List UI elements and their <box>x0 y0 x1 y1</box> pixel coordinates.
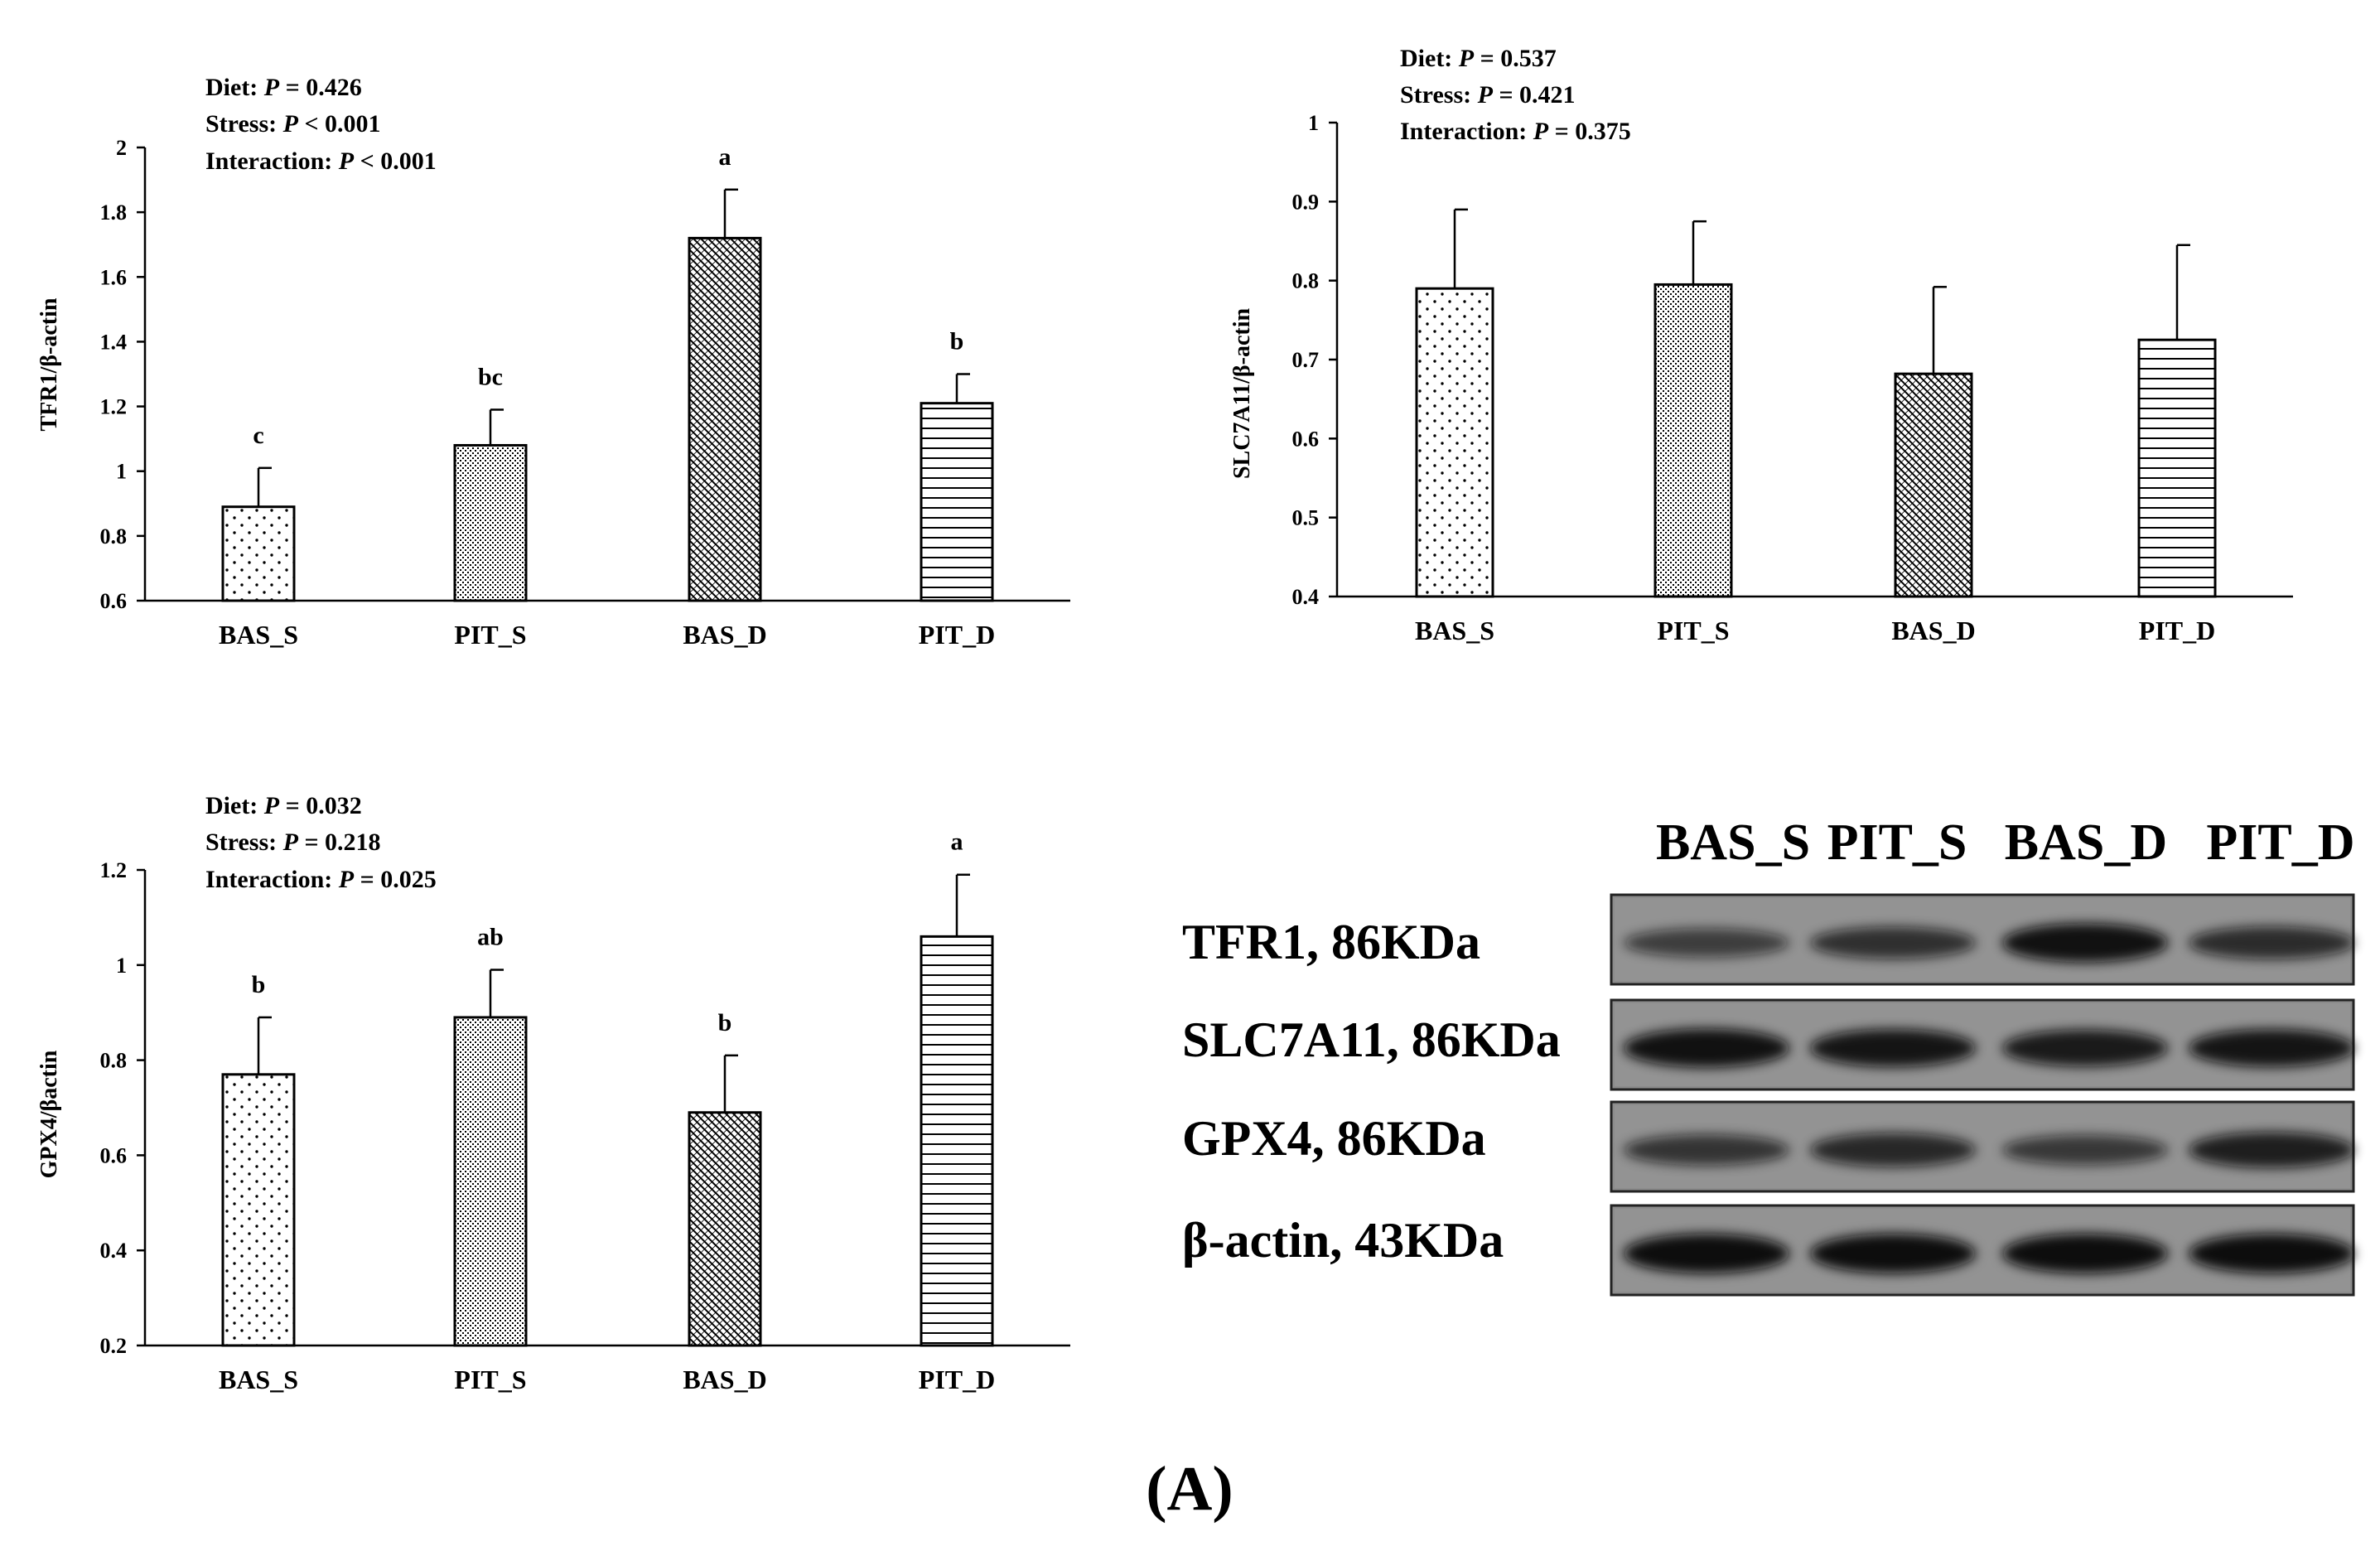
gpx4-y-tick-label: 0.4 <box>100 1239 128 1263</box>
blot-band <box>2002 1234 2168 1273</box>
slc7a11-stat-interaction: Interaction: P = 0.375 <box>1400 118 1631 145</box>
slc7a11-y-tick-label: 0.8 <box>1292 269 1320 293</box>
tfr1-category-label: PIT_S <box>454 620 526 650</box>
slc7a11-y-tick-label: 1 <box>1308 111 1319 135</box>
slc7a11-stat-diet: Diet: P = 0.537 <box>1400 45 1557 72</box>
blot-band <box>1624 1134 1789 1166</box>
gpx4-significance-letter: b <box>252 971 266 998</box>
blot-lane-header: BAS_S <box>1656 814 1810 871</box>
gpx4-y-tick-label: 1 <box>116 954 127 978</box>
blot-band <box>1810 1133 1976 1167</box>
panel-label: (A) <box>1146 1454 1233 1524</box>
blot-band <box>1810 1029 1976 1067</box>
tfr1-stat-diet: Diet: P = 0.426 <box>205 74 362 101</box>
slc7a11-y-tick-label: 0.6 <box>1292 427 1320 451</box>
gpx4-bar-pit-d <box>920 935 994 1347</box>
gpx4-category-label: PIT_D <box>919 1365 995 1394</box>
tfr1-y-tick-label: 2 <box>116 136 127 160</box>
tfr1-y-tick-label: 1 <box>116 460 127 484</box>
blot-row-label: GPX4, 86KDa <box>1182 1111 1486 1166</box>
tfr1-y-tick-label: 0.8 <box>100 524 128 548</box>
slc7a11-category-label: PIT_S <box>1657 616 1729 645</box>
tfr1-category-label: BAS_S <box>219 620 298 650</box>
blot-band <box>2189 1234 2354 1273</box>
gpx4-bar-pit-s <box>453 1016 528 1347</box>
blot-lane-header: PIT_S <box>1827 814 1967 871</box>
gpx4-significance-letter: ab <box>477 924 504 951</box>
tfr1-y-tick-label: 1.8 <box>100 200 128 225</box>
slc7a11-y-label: SLC7A11/β-actin <box>1229 308 1255 480</box>
blot-lane-header: BAS_D <box>2005 814 2167 871</box>
blot-band <box>2002 1029 2168 1067</box>
gpx4-category-label: BAS_S <box>219 1365 298 1394</box>
tfr1-category-label: BAS_D <box>683 620 766 650</box>
gpx4-stat-stress: Stress: P = 0.218 <box>205 829 381 856</box>
blot-band <box>2189 1132 2354 1168</box>
tfr1-chart: Diet: P = 0.426 Stress: P < 0.001 Intera… <box>36 74 1070 650</box>
gpx4-category-label: PIT_S <box>454 1365 526 1394</box>
blot-row-label: TFR1, 86KDa <box>1182 915 1480 969</box>
tfr1-y-tick-label: 1.2 <box>100 395 128 419</box>
slc7a11-y-tick-label: 0.5 <box>1292 506 1320 530</box>
tfr1-y-tick-label: 1.4 <box>100 330 128 354</box>
tfr1-y-tick-label: 1.6 <box>100 265 128 289</box>
slc7a11-bar-pit-d <box>2137 338 2217 598</box>
slc7a11-category-label: PIT_D <box>2139 616 2215 645</box>
slc7a11-category-label: BAS_D <box>1891 616 1975 645</box>
blot-band <box>1810 926 1976 959</box>
gpx4-bar-bas-d <box>688 1111 762 1347</box>
tfr1-category-label: PIT_D <box>919 620 995 650</box>
slc7a11-bar-bas-s <box>1415 287 1494 598</box>
gpx4-significance-letter: b <box>718 1009 732 1036</box>
tfr1-significance-letter: bc <box>478 363 503 390</box>
blot-row-label: β-actin, 43KDa <box>1182 1213 1504 1268</box>
blot-band <box>1624 1028 1789 1068</box>
slc7a11-y-tick-label: 0.9 <box>1292 190 1320 214</box>
gpx4-y-tick-label: 0.8 <box>100 1049 128 1073</box>
tfr1-bar-pit-s <box>453 443 528 602</box>
gpx4-y-label: GPX4/βactin <box>36 1050 62 1178</box>
gpx4-significance-letter: a <box>951 829 963 856</box>
slc7a11-category-label: BAS_S <box>1415 616 1494 645</box>
blot-band <box>1624 1234 1789 1273</box>
gpx4-y-tick-label: 0.2 <box>100 1334 128 1358</box>
gpx4-stat-interaction: Interaction: P = 0.025 <box>205 866 437 893</box>
gpx4-category-label: BAS_D <box>683 1365 766 1394</box>
slc7a11-y-tick-label: 0.4 <box>1292 585 1320 609</box>
gpx4-chart: Diet: P = 0.032 Stress: P = 0.218 Intera… <box>36 792 1070 1394</box>
tfr1-stat-stress: Stress: P < 0.001 <box>205 110 381 138</box>
tfr1-bar-bas-d <box>688 236 762 602</box>
blot-band <box>1810 1234 1976 1273</box>
blot-lane-header: PIT_D <box>2206 814 2354 871</box>
tfr1-bar-bas-s <box>221 505 296 602</box>
blot-band <box>2189 1029 2354 1067</box>
tfr1-y-tick-label: 0.6 <box>100 589 128 613</box>
slc7a11-chart: Diet: P = 0.537 Stress: P = 0.421 Intera… <box>1229 45 2293 645</box>
blot-band <box>2002 1135 2168 1165</box>
tfr1-y-label: TFR1/β-actin <box>36 297 62 431</box>
western-blot: BAS_S PIT_S BAS_D PIT_D TFR1, 86KDa SLC7… <box>1182 814 2355 1297</box>
blot-band <box>2002 923 2168 963</box>
tfr1-significance-letter: c <box>253 422 263 449</box>
slc7a11-stat-stress: Stress: P = 0.421 <box>1400 81 1576 109</box>
blot-band <box>2189 926 2354 959</box>
tfr1-significance-letter: a <box>719 143 731 171</box>
blot-row-label: SLC7A11, 86KDa <box>1182 1012 1561 1067</box>
slc7a11-bar-pit-s <box>1653 283 1733 598</box>
blot-band <box>1624 928 1789 958</box>
tfr1-bar-pit-d <box>920 402 994 602</box>
gpx4-stat-diet: Diet: P = 0.032 <box>205 792 362 819</box>
gpx4-bar-bas-s <box>221 1073 296 1347</box>
slc7a11-y-tick-label: 0.7 <box>1292 348 1320 372</box>
gpx4-y-tick-label: 0.6 <box>100 1143 128 1167</box>
tfr1-significance-letter: b <box>950 328 964 355</box>
gpx4-y-tick-label: 1.2 <box>100 858 128 882</box>
tfr1-stat-interaction: Interaction: P < 0.001 <box>205 147 437 175</box>
slc7a11-bar-bas-d <box>1894 372 1973 598</box>
